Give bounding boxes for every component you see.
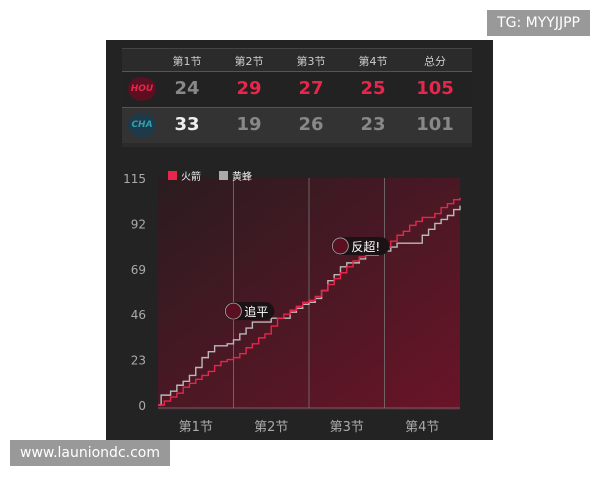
y-tick-label: 115 bbox=[123, 172, 146, 186]
y-tick-label: 0 bbox=[138, 399, 146, 413]
rockets-logo: HOU bbox=[128, 77, 156, 101]
x-tick-label: 第4节 bbox=[405, 420, 439, 435]
rockets-logo-icon bbox=[331, 237, 349, 255]
y-tick-label: 69 bbox=[131, 263, 146, 277]
series-line-rockets bbox=[158, 197, 461, 406]
annotation-bubble: 反超! bbox=[331, 236, 390, 255]
score-cell: 23 bbox=[360, 114, 386, 135]
x-tick-label: 第2节 bbox=[254, 420, 288, 435]
legend: 火箭 黄蜂 bbox=[168, 170, 252, 183]
hornets-logo: CHA bbox=[128, 113, 156, 137]
score-cell: 26 bbox=[298, 114, 324, 135]
legend-swatch-rockets bbox=[168, 171, 177, 180]
watermark-bottom: www.launiondc.com bbox=[10, 440, 170, 466]
rockets-logo-icon bbox=[224, 302, 242, 320]
y-tick-label: 92 bbox=[131, 217, 146, 231]
score-cell: 24 bbox=[174, 78, 200, 99]
watermark-top: TG: MYYJJPP bbox=[487, 10, 590, 36]
header-total: 总分 bbox=[424, 55, 446, 68]
header-q1: 第1节 bbox=[172, 55, 202, 68]
team-row-cha: CHA 33 19 26 23 101 bbox=[122, 107, 472, 143]
x-tick-label: 第3节 bbox=[330, 420, 364, 435]
annotation-text: 反超! bbox=[351, 239, 380, 254]
annotation-text: 追平 bbox=[244, 304, 268, 319]
score-cell: 25 bbox=[360, 78, 386, 99]
annotation-bubble: 追平 bbox=[224, 302, 275, 321]
score-cell: 29 bbox=[236, 78, 262, 99]
header-q4: 第4节 bbox=[358, 55, 388, 68]
team-row-hou: HOU 24 29 27 25 105 bbox=[122, 71, 472, 107]
x-tick-label: 第1节 bbox=[179, 420, 213, 435]
score-cell: 27 bbox=[298, 78, 324, 99]
header-q2: 第2节 bbox=[234, 55, 264, 68]
score-total: 101 bbox=[416, 114, 454, 135]
header-q3: 第3节 bbox=[296, 55, 326, 68]
legend-swatch-hornets bbox=[219, 171, 228, 180]
score-total: 105 bbox=[416, 78, 454, 99]
score-cell: 33 bbox=[174, 114, 200, 135]
series-line-hornets bbox=[158, 205, 461, 406]
legend-label-hornets: 黄蜂 bbox=[232, 170, 252, 183]
y-tick-label: 23 bbox=[131, 354, 146, 368]
scoreboard-table: 第1节 第2节 第3节 第4节 总分 HOU 24 29 27 25 105 C… bbox=[122, 48, 472, 147]
legend-label-rockets: 火箭 bbox=[181, 170, 201, 183]
score-cell: 19 bbox=[236, 114, 262, 135]
y-tick-label: 46 bbox=[131, 308, 146, 322]
